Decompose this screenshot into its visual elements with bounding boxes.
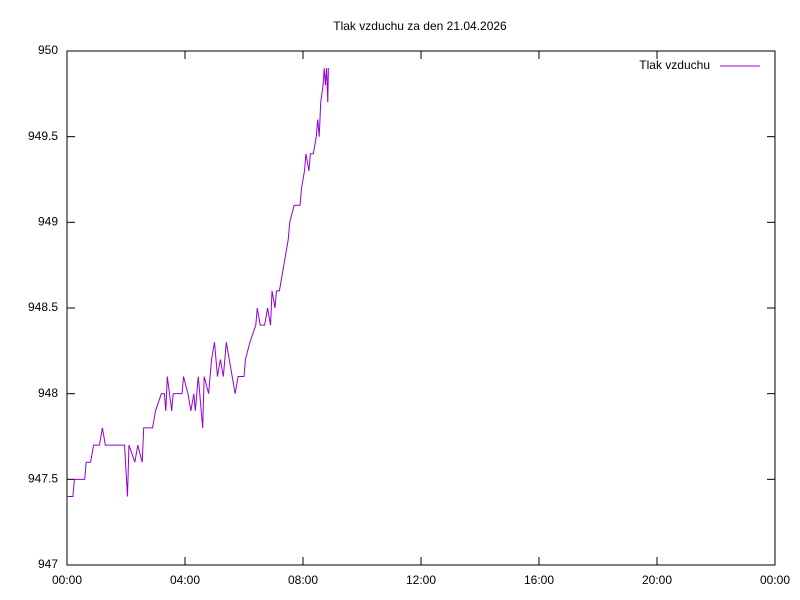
y-tick-label: 947 (38, 557, 58, 571)
y-tick-label: 947.5 (28, 472, 58, 486)
x-tick-label: 00:00 (760, 573, 790, 587)
x-tick-label: 12:00 (406, 573, 436, 587)
x-tick-label: 16:00 (524, 573, 554, 587)
plot-border (66, 50, 776, 566)
chart-title: Tlak vzduchu za den 21.04.2026 (333, 19, 507, 33)
x-tick-label: 08:00 (288, 573, 318, 587)
y-tick-label: 949.5 (28, 129, 58, 143)
y-tick-label: 948.5 (28, 300, 58, 314)
x-tick-label: 20:00 (642, 573, 672, 587)
legend-label: Tlak vzduchu (639, 58, 710, 72)
x-tick-label: 04:00 (170, 573, 200, 587)
y-tick-label: 948 (38, 386, 58, 400)
data-line (67, 68, 329, 497)
y-tick-label: 949 (38, 215, 58, 229)
y-tick-label: 950 (38, 43, 58, 57)
x-tick-label: 00:00 (52, 573, 82, 587)
